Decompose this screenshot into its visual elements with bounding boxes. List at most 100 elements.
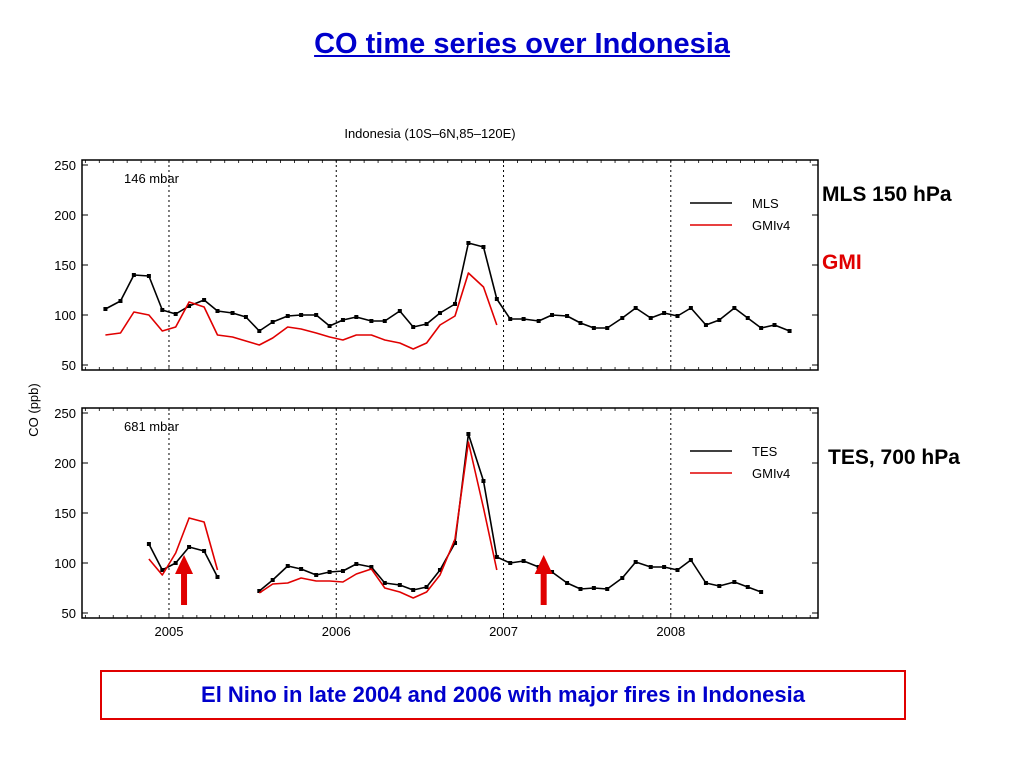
- data-point-tes: [299, 567, 304, 571]
- data-point-tes: [146, 542, 151, 546]
- data-point-mls: [243, 315, 248, 319]
- data-point-mls: [146, 274, 151, 278]
- data-point-tes: [437, 568, 442, 572]
- data-point-tes: [382, 581, 387, 585]
- chart-title: Indonesia (10S–6N,85–120E): [344, 126, 515, 141]
- data-point-tes: [732, 580, 737, 584]
- data-point-mls: [578, 321, 583, 325]
- data-point-mls: [481, 245, 486, 249]
- data-point-mls: [662, 311, 667, 315]
- side-label-mls: MLS 150 hPa: [822, 183, 952, 206]
- data-point-mls: [118, 299, 123, 303]
- data-point-mls: [215, 309, 220, 313]
- data-point-mls: [411, 325, 416, 329]
- y-axis-label: CO (ppb): [26, 383, 41, 436]
- arrow-shaft: [540, 572, 547, 605]
- arrow-head: [175, 555, 194, 574]
- data-point-mls: [437, 311, 442, 315]
- data-point-tes: [257, 589, 262, 593]
- data-point-tes: [481, 479, 486, 483]
- data-point-mls: [591, 326, 596, 330]
- data-point-mls: [187, 304, 192, 308]
- data-point-tes: [285, 564, 290, 568]
- data-point-tes: [633, 560, 638, 564]
- legend-label: MLS: [752, 196, 779, 211]
- data-point-mls: [620, 316, 625, 320]
- y-tick-label: 200: [54, 456, 76, 471]
- y-tick-label: 200: [54, 208, 76, 223]
- series-line-gmiv4: [148, 517, 219, 576]
- data-point-mls: [424, 322, 429, 326]
- y-tick-label: 100: [54, 308, 76, 323]
- y-tick-label: 50: [62, 358, 76, 373]
- data-point-mls: [772, 323, 777, 327]
- data-point-tes: [340, 569, 345, 573]
- data-point-mls: [453, 302, 458, 306]
- data-point-tes: [369, 565, 374, 569]
- data-point-mls: [270, 320, 275, 324]
- data-point-tes: [703, 581, 708, 585]
- data-point-tes: [620, 576, 625, 580]
- data-point-mls: [397, 309, 402, 313]
- data-point-mls: [173, 312, 178, 316]
- x-tick-label: 2007: [489, 624, 518, 639]
- data-point-mls: [717, 318, 722, 322]
- data-point-mls: [732, 306, 737, 310]
- data-point-mls: [565, 314, 570, 318]
- side-label-tes: TES, 700 hPa: [828, 446, 960, 469]
- series-line-tes: [258, 433, 762, 593]
- data-point-tes: [648, 565, 653, 569]
- data-point-tes: [354, 562, 359, 566]
- data-point-tes: [314, 573, 319, 577]
- data-point-mls: [257, 329, 262, 333]
- data-point-mls: [340, 318, 345, 322]
- data-point-mls: [675, 314, 680, 318]
- data-point-tes: [466, 432, 471, 436]
- data-point-tes: [270, 578, 275, 582]
- data-point-mls: [787, 329, 792, 333]
- data-point-mls: [550, 313, 555, 317]
- data-point-mls: [648, 316, 653, 320]
- data-point-tes: [605, 587, 610, 591]
- data-point-tes: [717, 584, 722, 588]
- data-point-tes: [424, 585, 429, 589]
- data-point-mls: [633, 306, 638, 310]
- data-point-tes: [327, 570, 332, 574]
- y-tick-label: 150: [54, 506, 76, 521]
- data-point-tes: [160, 568, 165, 572]
- data-point-mls: [745, 316, 750, 320]
- data-point-tes: [397, 583, 402, 587]
- data-point-mls: [327, 324, 332, 328]
- data-point-mls: [285, 314, 290, 318]
- plot-frame-2: [81, 407, 819, 619]
- x-tick-label: 2008: [656, 624, 685, 639]
- series-line-gmiv4: [258, 441, 498, 599]
- data-point-mls: [688, 306, 693, 310]
- data-point-mls: [536, 319, 541, 323]
- series-line-gmiv4: [105, 272, 498, 350]
- data-point-mls: [703, 323, 708, 327]
- data-point-tes: [591, 586, 596, 590]
- data-point-tes: [215, 575, 220, 579]
- data-point-tes: [550, 570, 555, 574]
- arrow-head: [534, 555, 553, 574]
- data-point-tes: [688, 558, 693, 562]
- data-point-mls: [160, 308, 165, 312]
- data-point-tes: [578, 587, 583, 591]
- data-point-mls: [494, 297, 499, 301]
- data-point-mls: [202, 298, 207, 302]
- data-point-mls: [382, 319, 387, 323]
- footer-text: El Nino in late 2004 and 2006 with major…: [201, 682, 805, 707]
- legend-label: GMIv4: [752, 466, 790, 481]
- y-tick-label: 100: [54, 556, 76, 571]
- x-tick-label: 2005: [155, 624, 184, 639]
- plot-frame-1: [81, 159, 819, 371]
- data-point-mls: [131, 273, 136, 277]
- data-point-tes: [202, 549, 207, 553]
- series-line-mls: [105, 242, 790, 332]
- data-point-tes: [187, 545, 192, 549]
- legend-label: TES: [752, 444, 778, 459]
- footer-box: El Nino in late 2004 and 2006 with major…: [100, 670, 906, 720]
- panel-label: 146 mbar: [124, 171, 180, 186]
